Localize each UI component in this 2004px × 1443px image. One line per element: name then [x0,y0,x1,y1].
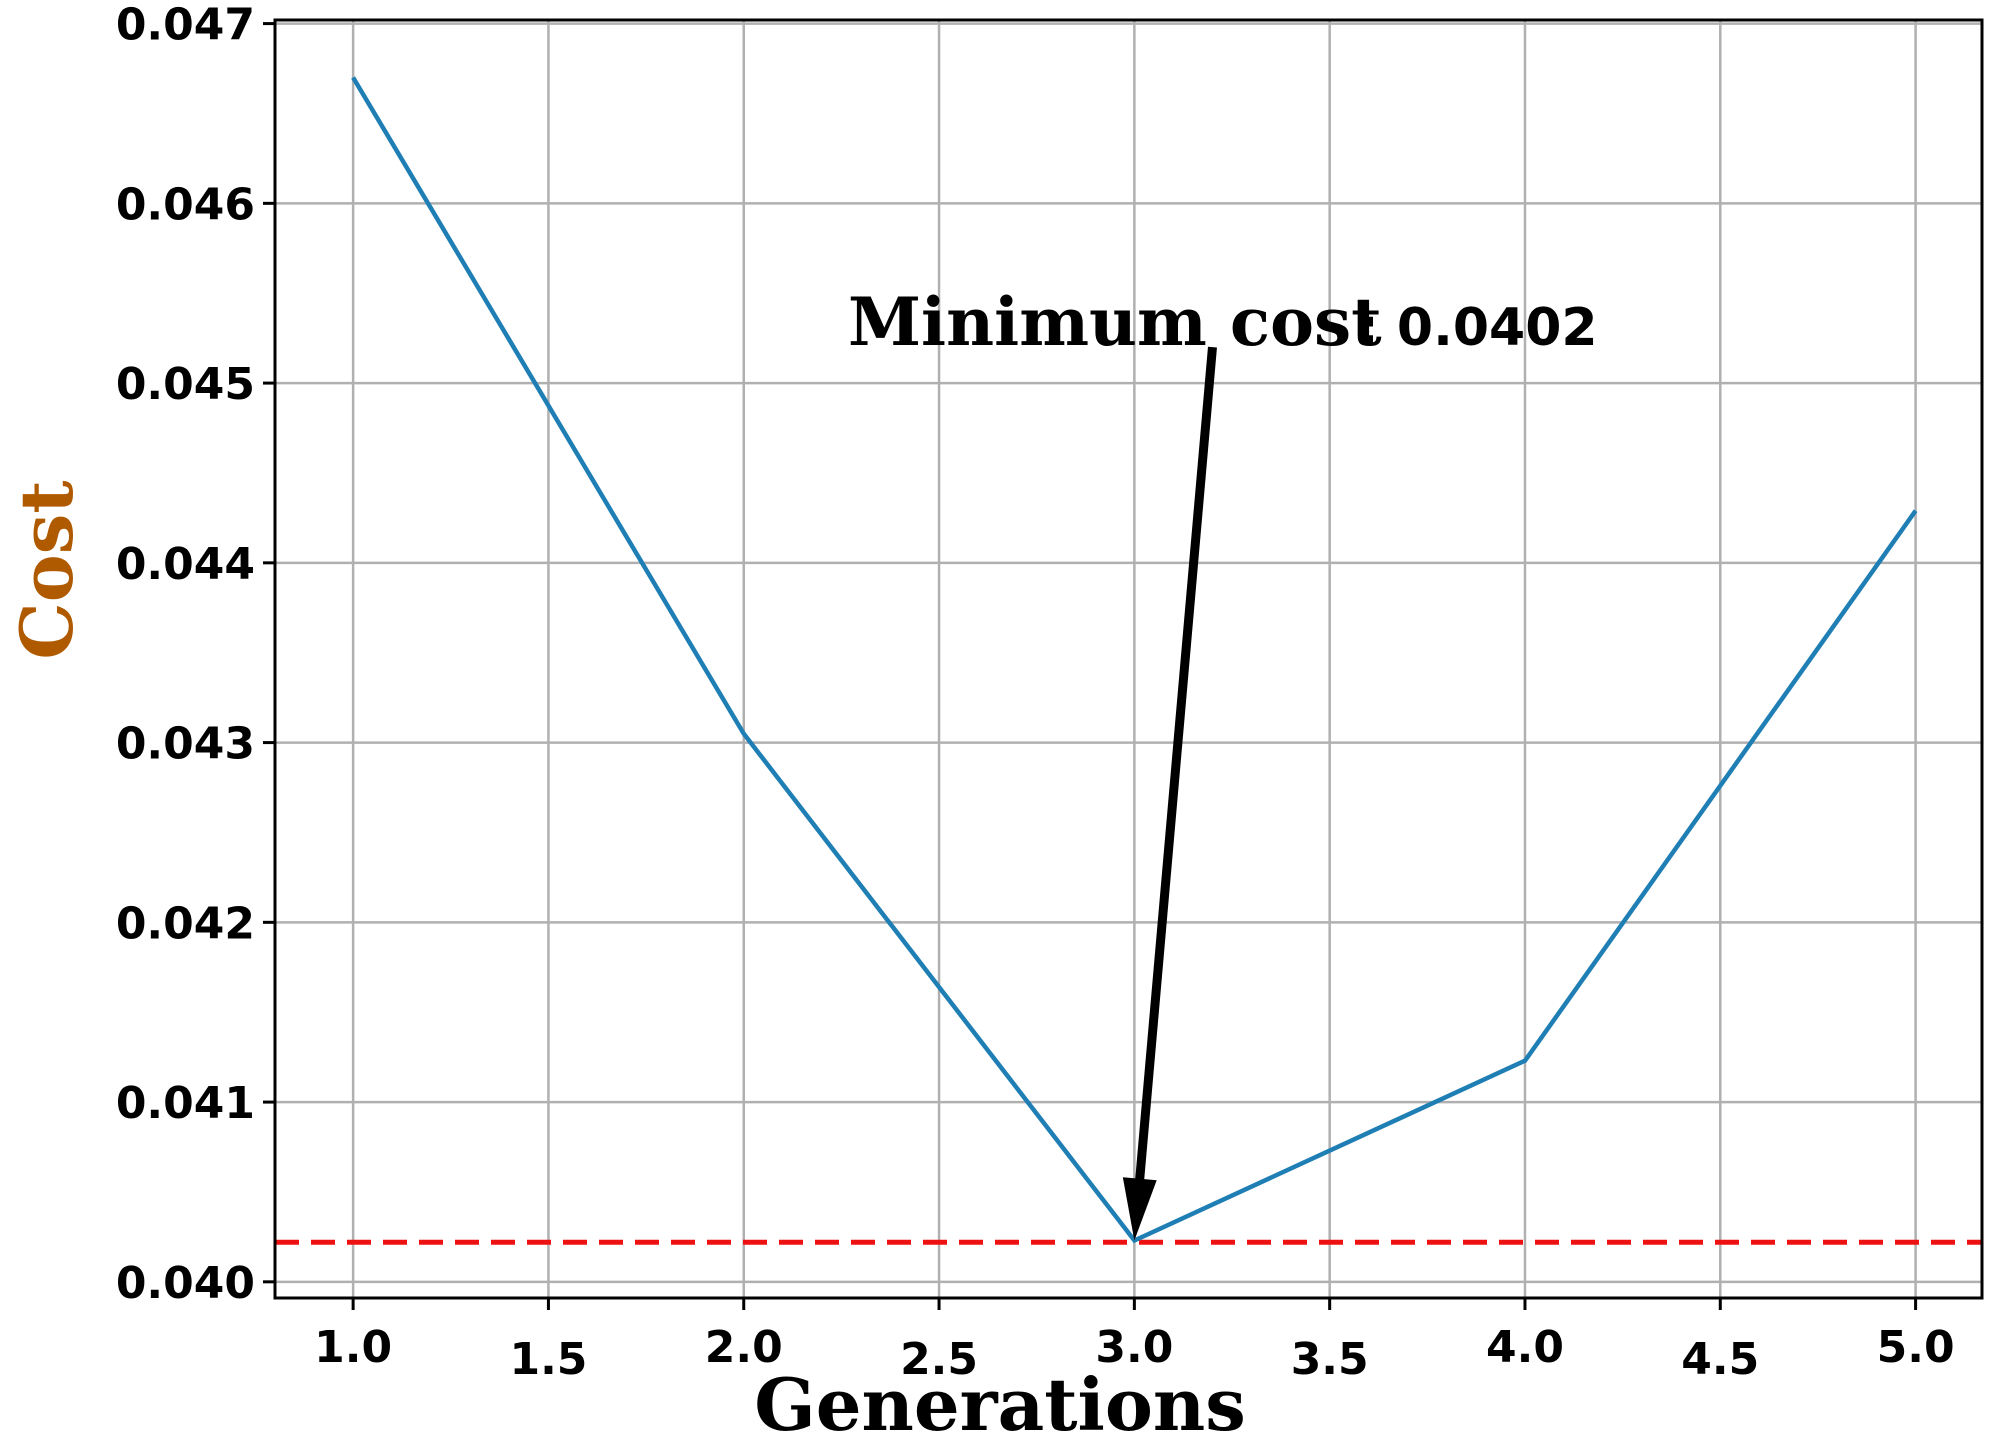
annotation-arrow-head [1122,1177,1157,1241]
x-axis-ticks: 1.0 1.5 2.0 2.5 3.0 3.5 4.0 4.5 5.0 [314,1298,1955,1385]
y-tick-label: 0.042 [116,898,255,949]
x-tick-label: 4.0 [1486,1322,1564,1373]
x-tick-label: 4.5 [1681,1334,1759,1385]
x-tick-label: 1.0 [314,1322,392,1373]
x-axis-title: Generations [754,1362,1246,1443]
x-tick-label: 1.5 [509,1334,587,1385]
annotation-arrow-shaft [1134,346,1217,1184]
x-tick-label: 2.0 [705,1322,783,1373]
annotation-label-text: Minimum cost [848,283,1382,361]
y-tick-label: 0.045 [116,359,255,410]
y-tick-label: 0.040 [116,1258,255,1309]
grid-lines [275,20,1982,1298]
y-axis-ticks: 0.040 0.041 0.042 0.043 0.044 0.045 0.046 0.047 [116,0,275,1309]
y-axis-title: Cost [4,480,89,659]
x-tick-label: 3.5 [1291,1334,1369,1385]
y-tick-label: 0.047 [116,0,255,51]
axes-frame [273,18,1984,1300]
x-tick-label: 3.0 [1095,1322,1173,1373]
y-tick-label: 0.041 [116,1078,255,1129]
y-tick-label: 0.044 [116,539,255,590]
y-tick-label: 0.046 [116,179,255,230]
annotation-value-text: : 0.0402 [1358,298,1598,358]
y-tick-label: 0.043 [116,719,255,770]
cost-series-line [351,76,1918,1244]
x-tick-label: 5.0 [1877,1322,1955,1373]
x-tick-label: 2.5 [900,1334,978,1385]
minimum-annotation: Minimum cost : 0.0402 [848,283,1598,1241]
